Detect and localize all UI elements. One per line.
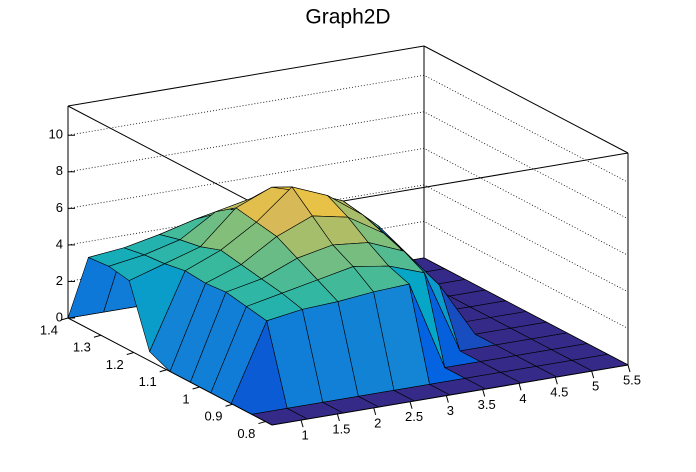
- y-tick: [258, 421, 266, 425]
- z-tick-label: 10: [49, 127, 63, 142]
- y-tick-label: 1.4: [40, 322, 58, 337]
- z-tick-label: 2: [56, 273, 63, 288]
- y-tick: [225, 403, 233, 407]
- x-tick-label: 1.5: [332, 421, 350, 436]
- box-edge: [423, 45, 629, 154]
- x-tick-label: 4.5: [550, 385, 568, 400]
- x-tick: [373, 407, 377, 415]
- x-tick: [627, 364, 631, 373]
- grid-line: [67, 147, 629, 256]
- x-tick-label: 1: [301, 428, 308, 443]
- y-tick-label: 1.2: [106, 357, 124, 372]
- x-tick: [482, 389, 486, 397]
- x-tick: [554, 377, 558, 385]
- y-tick-label: 1: [182, 391, 189, 406]
- y-tick: [159, 369, 167, 373]
- x-tick: [591, 370, 595, 379]
- grid-line: [67, 111, 629, 220]
- x-tick: [336, 413, 340, 422]
- z-tick-label: 6: [56, 200, 63, 215]
- x-tick-label: 3.5: [478, 397, 496, 412]
- x-tick: [518, 383, 522, 391]
- y-tick-label: 0.8: [237, 426, 255, 441]
- z-tick-label: 8: [56, 163, 63, 178]
- chart-title: Graph2D: [305, 6, 390, 29]
- box-edge: [67, 105, 273, 214]
- y-axis: [67, 317, 273, 426]
- y-tick: [126, 352, 134, 355]
- x-tick-label: 2.5: [405, 409, 423, 424]
- z-tick-label: 4: [56, 236, 63, 251]
- y-tick: [93, 334, 102, 338]
- x-tick-label: 2: [374, 415, 381, 430]
- x-tick: [409, 401, 413, 409]
- y-tick-label: 1.1: [139, 374, 157, 389]
- y-tick: [60, 317, 69, 321]
- z-tick-label: 0: [56, 309, 63, 324]
- grid-line: [67, 74, 629, 183]
- x-tick-label: 3: [447, 403, 454, 418]
- y-tick-label: 1.3: [73, 340, 91, 355]
- y-tick-label: 0.9: [204, 409, 222, 424]
- x-tick-label: 5: [592, 379, 599, 394]
- x-tick: [300, 419, 304, 428]
- box-edge: [67, 45, 425, 107]
- x-axis: [271, 364, 629, 426]
- x-tick-label: 5.5: [623, 372, 641, 387]
- x-tick: [445, 395, 449, 403]
- x-tick-label: 4: [519, 391, 526, 406]
- y-tick: [192, 386, 200, 390]
